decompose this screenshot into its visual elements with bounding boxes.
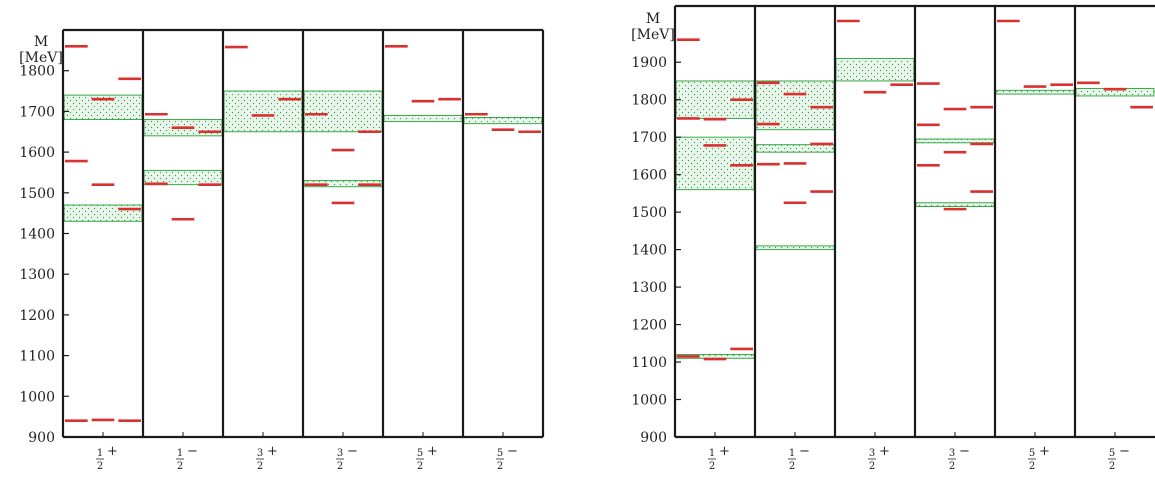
band-1-3-1: [915, 202, 995, 208]
x-label-numerator: 3: [257, 448, 263, 459]
y-tick-label: 900: [28, 430, 55, 446]
x-label-denominator: 2: [177, 461, 183, 472]
x-label-numerator: 1: [97, 448, 103, 459]
x-label-denominator: 2: [869, 461, 875, 472]
band-1-1-0: [755, 80, 835, 131]
x-label-parity: +: [267, 444, 278, 459]
y-tick-label: 1400: [631, 243, 667, 259]
band-1-4-0: [995, 89, 1075, 95]
x-label-denominator: 2: [497, 461, 503, 472]
right-panel: 900 1000 1100 1200 1300 1400 1500 1600 1700 1800 1…: [631, 4, 1155, 472]
y-tick-label: 1300: [19, 267, 55, 283]
y-axis-label-line1: M: [34, 34, 48, 50]
y-tick-label: 1000: [631, 393, 667, 409]
band-1-2-0: [835, 57, 915, 82]
x-label-parity: −: [187, 444, 198, 459]
y-tick-label: 1000: [19, 389, 55, 405]
y-tick-label: 1800: [631, 93, 667, 109]
x-label-numerator: 5: [497, 448, 503, 459]
band-0-3-0: [303, 90, 383, 133]
left-panel: 900 1000 1100 1200 1300 1400 1500 1600 1700 1800 M…: [19, 28, 545, 472]
x-label-denominator: 2: [1029, 461, 1035, 472]
band-0-2-0: [223, 90, 303, 133]
y-axis-label-line1: M: [646, 11, 660, 27]
y-tick-label: 1300: [631, 280, 667, 296]
x-label-numerator: 5: [417, 448, 423, 459]
y-tick-label: 1500: [19, 186, 55, 202]
y-tick-label: 1600: [19, 145, 55, 161]
x-label-denominator: 2: [97, 461, 103, 472]
band-1-1-2: [755, 245, 835, 251]
y-axis-label-line2: [MeV]: [631, 27, 675, 43]
x-label-parity: −: [799, 444, 810, 459]
x-label-denominator: 2: [337, 461, 343, 472]
y-tick-label: 1100: [631, 355, 667, 371]
x-label-denominator: 2: [949, 461, 955, 472]
band-0-1-1: [143, 169, 223, 186]
x-label-parity: +: [879, 444, 890, 459]
y-tick-label: 1600: [631, 168, 667, 184]
x-label-numerator: 5: [1029, 448, 1035, 459]
band-0-4-0: [383, 114, 463, 123]
x-label-parity: −: [959, 444, 970, 459]
y-tick-label: 1900: [631, 55, 667, 71]
x-label-denominator: 2: [417, 461, 423, 472]
y-tick-label: 1100: [19, 349, 55, 365]
band-1-3-0: [915, 138, 995, 144]
x-label-parity: +: [107, 444, 118, 459]
x-label-denominator: 2: [257, 461, 263, 472]
x-label-numerator: 1: [709, 448, 715, 459]
x-label-numerator: 3: [869, 448, 875, 459]
x-label-parity: +: [719, 444, 730, 459]
y-tick-label: 900: [640, 430, 667, 446]
y-axis-label-line2: [MeV]: [19, 50, 63, 66]
x-label-denominator: 2: [1109, 461, 1115, 472]
y-tick-label: 1200: [631, 318, 667, 334]
x-label-parity: +: [427, 444, 438, 459]
x-label-parity: +: [1039, 444, 1050, 459]
x-label-numerator: 5: [1109, 448, 1115, 459]
x-label-numerator: 1: [789, 448, 795, 459]
x-label-numerator: 3: [337, 448, 343, 459]
y-tick-label: 1400: [19, 227, 55, 243]
band-0-5-0: [463, 117, 543, 125]
band-0-0-1: [63, 204, 143, 222]
y-tick-label: 1200: [19, 308, 55, 324]
x-label-numerator: 3: [949, 448, 955, 459]
x-label-denominator: 2: [789, 461, 795, 472]
x-label-parity: −: [507, 444, 518, 459]
y-tick-label: 1800: [19, 64, 55, 80]
y-tick-label: 1500: [631, 205, 667, 221]
y-tick-label: 1700: [631, 130, 667, 146]
band-1-1-1: [755, 144, 835, 153]
x-label-parity: −: [1119, 444, 1130, 459]
y-tick-label: 1700: [19, 104, 55, 120]
x-label-denominator: 2: [709, 461, 715, 472]
x-label-numerator: 1: [177, 448, 183, 459]
x-label-parity: −: [347, 444, 358, 459]
